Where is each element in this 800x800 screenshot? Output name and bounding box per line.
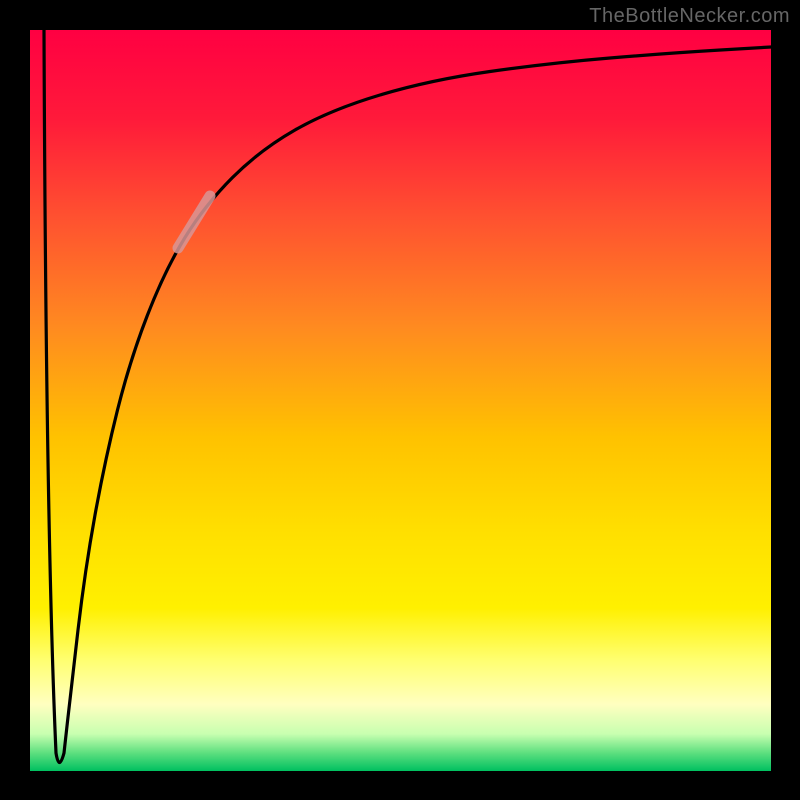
curve-layer [30,30,771,771]
highlight-mark [178,196,210,248]
chart-frame: TheBottleNecker.com [0,0,800,800]
attribution-text: TheBottleNecker.com [589,5,790,28]
bottleneck-curve [44,30,771,763]
plot-area [30,30,771,771]
